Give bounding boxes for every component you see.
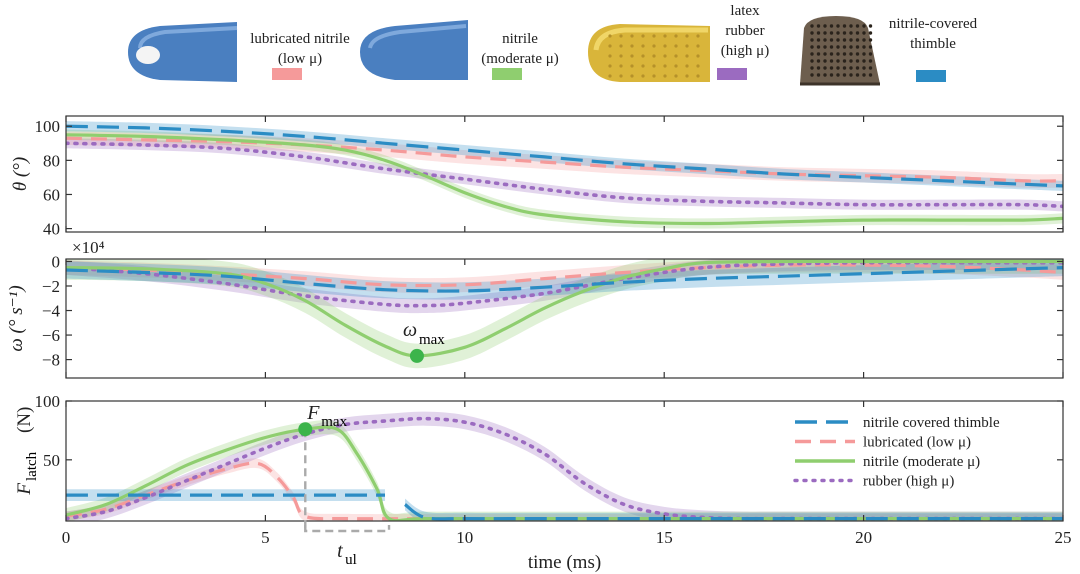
force-xtick-label: 0	[62, 528, 71, 547]
omega-thimble-band	[66, 259, 1063, 300]
theta-rubber-line	[66, 141, 1063, 209]
theta-ytick-label: 60	[43, 185, 60, 204]
latex-rubber-label-line: latex	[730, 3, 760, 19]
force-ytick-label: 50	[43, 451, 60, 470]
sample-legend-row: lubricated nitrile (low μ) nitrile (moderat…	[128, 3, 978, 86]
legend-label-rubber: rubber (high μ)	[863, 474, 954, 490]
latex-rubber-color-chip	[717, 68, 747, 80]
omega-thimble-line	[66, 266, 1063, 293]
legend-label-nitrile: nitrile (moderate μ)	[863, 454, 980, 470]
latex-rubber-image	[588, 24, 710, 82]
force-thimble-line	[404, 503, 1063, 521]
nitrile-covered-thimble-color-chip	[916, 70, 946, 82]
force-xtick-label: 10	[456, 528, 473, 547]
omega-max-subscript: max	[419, 332, 445, 348]
theta-ytick-label: 80	[43, 151, 60, 170]
force-max-subscript: max	[321, 414, 347, 430]
omega-panel: 0 −2 −4 −6 −8 ω (° s⁻¹) ×10⁴ ω max	[6, 238, 1064, 379]
theta-panel: 40 60 80 100 θ (°)	[10, 115, 1064, 239]
theta-axes-frame	[65, 115, 1064, 233]
latex-rubber-label: latex rubber (high μ)	[717, 3, 769, 80]
force-ytick-label: 100	[35, 392, 61, 411]
nitrile-label-line: nitrile	[502, 31, 538, 47]
force-legend: nitrile covered thimble lubricated (low μ…	[793, 415, 1000, 490]
theta-thimble-line	[66, 124, 1063, 188]
omega-max-label: ω	[403, 319, 417, 341]
lubricated-nitrile-label-line: lubricated nitrile	[250, 31, 350, 47]
nitrile-covered-thimble-label-line: nitrile-covered	[889, 16, 978, 32]
force-thimble-band	[405, 498, 1063, 521]
nitrile-label: nitrile (moderate μ)	[481, 31, 559, 80]
nitrile-color-chip	[492, 68, 522, 80]
theta-ylabel: θ (°)	[10, 157, 31, 191]
omega-max-marker	[409, 348, 424, 363]
tul-bracket	[304, 525, 391, 533]
theta-ytick-label: 100	[35, 117, 61, 136]
thimble-image	[800, 16, 880, 86]
omega-yscale-label: ×10⁴	[72, 238, 105, 257]
omega-ytick-label: −4	[42, 302, 61, 321]
omega-ytick-label: −2	[42, 277, 60, 296]
latex-rubber-label-line: rubber	[725, 23, 764, 39]
nitrile-covered-thimble-label: nitrile-covered thimble	[889, 16, 978, 82]
omega-ylabel: ω (° s⁻¹)	[6, 285, 27, 351]
legend-label-thimble: nitrile covered thimble	[863, 415, 1000, 431]
svg-text:(N): (N)	[14, 407, 35, 433]
legend-label-lubricated: lubricated (low μ)	[863, 435, 971, 451]
lubricated-nitrile-label-line: (low μ)	[278, 51, 322, 67]
svg-text:latch: latch	[24, 451, 40, 481]
theta-plot-area	[66, 121, 1063, 229]
force-xtick-label: 20	[855, 528, 872, 547]
force-max-marker	[298, 422, 313, 437]
force-xlabel: time (ms)	[528, 552, 601, 573]
omega-ytick-label: 0	[52, 252, 61, 271]
force-lubricated-band	[66, 458, 1063, 521]
nitrile-label-line: (moderate μ)	[481, 51, 559, 67]
theta-rubber-band	[66, 138, 1063, 212]
tul-label: t	[337, 540, 343, 562]
tul-subscript: ul	[345, 552, 357, 568]
omega-plot-area	[66, 259, 1063, 369]
svg-text:F: F	[14, 483, 35, 496]
latex-rubber-label-line: (high μ)	[721, 43, 769, 59]
nitrile-covered-thimble-label-line: thimble	[910, 36, 956, 52]
force-max-label: F	[306, 402, 320, 424]
omega-axes-frame	[65, 258, 1064, 379]
force-axes-frame	[65, 400, 1064, 522]
force-xtick-label: 5	[261, 528, 270, 547]
lubricated-nitrile-image	[128, 22, 238, 82]
nitrile-image	[360, 20, 468, 80]
force-rubber-band	[66, 411, 1063, 521]
omega-ytick-label: −8	[42, 351, 60, 370]
omega-ytick-label: −6	[42, 326, 60, 345]
theta-ytick-label: 40	[43, 220, 60, 239]
lubricated-nitrile-color-chip	[272, 68, 302, 80]
lubricated-nitrile-label: lubricated nitrile (low μ)	[250, 31, 350, 80]
omega-nitrile-line	[66, 259, 1063, 358]
force-xtick-label: 25	[1055, 528, 1072, 547]
theta-nitrile-line	[66, 133, 1063, 226]
force-xtick-label: 15	[656, 528, 673, 547]
